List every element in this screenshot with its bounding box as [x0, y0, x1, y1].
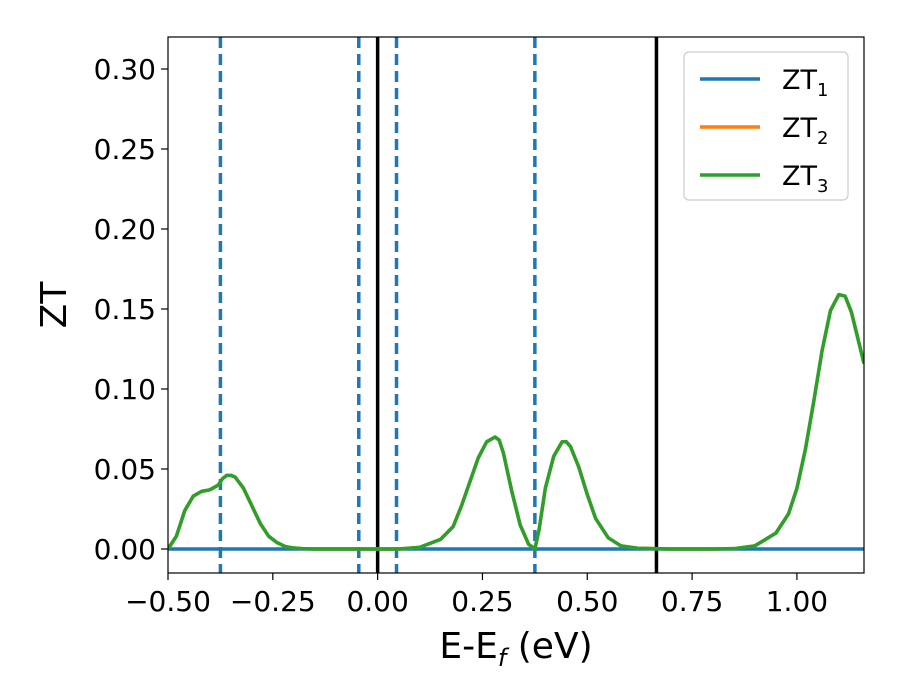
y-tick-label: 0.30	[94, 53, 156, 86]
x-tick-label: 1.00	[766, 585, 828, 618]
series-line-3	[168, 292, 864, 551]
legend-label-2: ZT2	[782, 113, 828, 149]
y-tick-label: 0.10	[94, 373, 156, 406]
y-axis: 0.00 0.05 0.10 0.15 0.20 0.25 0.30	[94, 53, 168, 566]
x-tick-label: 0.75	[661, 585, 723, 618]
plot-frame	[167, 36, 865, 574]
reference-lines	[218, 37, 659, 573]
x-tick-label: 0.50	[556, 585, 618, 618]
y-tick-label: 0.05	[94, 453, 156, 486]
legend-label-3: ZT3	[782, 161, 828, 197]
x-tick-label: −0.25	[230, 585, 316, 618]
legend-label-1: ZT1	[782, 65, 828, 101]
y-tick-label: 0.20	[94, 213, 156, 246]
x-axis: −0.50 −0.25 0.00 0.25 0.50 0.75 1.00	[125, 573, 828, 618]
y-tick-label: 0.15	[94, 293, 156, 326]
y-tick-label: 0.25	[94, 133, 156, 166]
series-lines	[168, 292, 864, 551]
x-tick-label: 0.00	[346, 585, 408, 618]
x-tick-label: −0.50	[125, 585, 211, 618]
legend: ZT1 ZT2 ZT3	[683, 51, 849, 201]
y-axis-label: ZT	[34, 281, 75, 329]
y-tick-label: 0.00	[94, 533, 156, 566]
x-axis-label: E-Ef (eV)	[439, 626, 592, 672]
x-tick-label: 0.25	[451, 585, 513, 618]
legend-box	[683, 51, 849, 201]
